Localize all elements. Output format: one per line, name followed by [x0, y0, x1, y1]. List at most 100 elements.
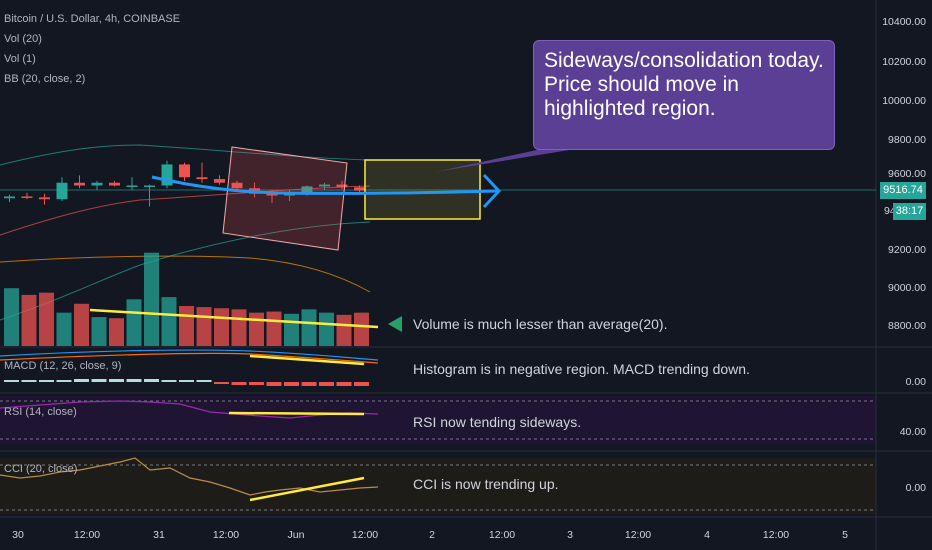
candle-body[interactable] — [91, 182, 103, 186]
cci-pane-label[interactable]: CCI (20, close) — [4, 463, 78, 475]
volume-bar[interactable] — [249, 312, 264, 346]
candle-body[interactable] — [4, 196, 15, 199]
volume-bar[interactable] — [336, 314, 352, 346]
candle-body[interactable] — [231, 182, 243, 189]
volume-bar[interactable] — [56, 312, 72, 346]
candle-body[interactable] — [319, 184, 330, 187]
volume-bar[interactable] — [21, 294, 37, 346]
volume-note-arrow-icon — [388, 316, 402, 332]
rsi-trend-line[interactable] — [228, 411, 365, 416]
projection-arrow[interactable] — [151, 175, 498, 195]
price-axis-label: 10000.00 — [882, 95, 926, 107]
indicator-legend-vol20[interactable]: Vol (20) — [4, 33, 42, 45]
volume-bar[interactable] — [319, 312, 334, 346]
macd-line — [0, 349, 379, 361]
price-axis-label: 10400.00 — [882, 16, 926, 28]
candle-body[interactable] — [39, 197, 50, 200]
macd-histogram-bar — [91, 379, 107, 382]
callout-pointer — [435, 145, 600, 172]
annotation-callout[interactable]: Sideways/consolidation today. Price shou… — [533, 40, 835, 150]
cci-line — [0, 457, 379, 496]
volume-bar[interactable] — [74, 303, 89, 346]
bb-upper-band — [0, 144, 371, 166]
rsi-pane-label[interactable]: RSI (14, close) — [4, 406, 77, 418]
candle-body[interactable] — [301, 186, 313, 193]
symbol-title[interactable]: Bitcoin / U.S. Dollar, 4h, COINBASE — [4, 13, 181, 25]
callout-line: Sideways/consolidation today. — [544, 49, 824, 72]
cci-note: CCI is now trending up. — [413, 476, 559, 492]
price-axis-label: 9800.00 — [888, 134, 926, 146]
cci-trend-line[interactable] — [249, 476, 365, 502]
volume-bar[interactable] — [266, 311, 282, 346]
macd-histogram — [4, 379, 369, 386]
projection-arrow-head — [482, 173, 502, 209]
time-axis-label: 31 — [153, 529, 165, 541]
macd-histogram-bar — [319, 382, 334, 386]
candle-body[interactable] — [196, 177, 208, 180]
time-axis-label: 12:00 — [488, 529, 516, 541]
indicator-legend-vol1[interactable]: Vol (1) — [4, 53, 36, 65]
macd-histogram-bar — [249, 382, 264, 385]
volume-bar[interactable] — [214, 308, 229, 346]
time-axis-label: 5 — [842, 529, 848, 541]
candle-body[interactable] — [336, 184, 348, 188]
price-axis-label: 9600.00 — [888, 168, 926, 180]
macd-axis-label: 0.00 — [905, 376, 926, 388]
price-axis-label: 9000.00 — [888, 282, 926, 294]
volume-bar[interactable] — [301, 309, 317, 346]
candle-body[interactable] — [161, 164, 173, 186]
candle-body[interactable] — [179, 164, 190, 178]
macd-histogram-bar — [354, 382, 369, 386]
time-axis-label: 3 — [567, 529, 573, 541]
candle-body[interactable] — [109, 182, 120, 186]
volume-bar[interactable] — [161, 297, 177, 346]
highlight-region-tilted[interactable] — [222, 146, 348, 251]
volume-bar[interactable] — [284, 313, 299, 346]
volume-bar[interactable] — [231, 309, 247, 346]
indicator-legend-bb[interactable]: BB (20, close, 2) — [4, 73, 86, 85]
macd-histogram-bar — [74, 379, 89, 382]
macd-histogram-bar — [21, 380, 37, 382]
candle-body[interactable] — [144, 185, 155, 187]
volume-bar[interactable] — [144, 252, 159, 346]
price-axis-label: 10200.00 — [882, 56, 926, 68]
macd-histogram-bar — [266, 382, 282, 386]
time-axis-label: 30 — [12, 529, 24, 541]
volume-bar[interactable] — [179, 306, 194, 346]
candle-body[interactable] — [74, 182, 85, 186]
macd-signal-line — [0, 352, 379, 364]
volume-bar[interactable] — [126, 299, 142, 346]
macd-histogram-bar — [179, 380, 194, 382]
volume-bar[interactable] — [91, 317, 107, 346]
volume-bar[interactable] — [109, 318, 124, 346]
macd-histogram-bar — [196, 380, 212, 382]
callout-line: Price should move in — [544, 73, 739, 96]
highlight-region-box[interactable] — [364, 159, 481, 220]
time-axis-label: Jun — [287, 529, 305, 541]
candle-body[interactable] — [354, 187, 365, 191]
rsi-line — [0, 400, 379, 419]
candle-body[interactable] — [214, 179, 225, 183]
macd-trend-line[interactable] — [249, 354, 365, 366]
macd-histogram-bar — [56, 380, 72, 382]
volume-bar[interactable] — [354, 312, 369, 346]
candle-body[interactable] — [266, 193, 278, 196]
time-axis-label: 2 — [429, 529, 435, 541]
macd-pane-label[interactable]: MACD (12, 26, close, 9) — [4, 360, 122, 372]
volume-bar[interactable] — [196, 307, 212, 346]
countdown-badge: 38:17 — [893, 203, 926, 220]
macd-histogram-bar — [231, 382, 247, 385]
price-axis-label: 8800.00 — [888, 320, 926, 332]
volume-bar[interactable] — [4, 288, 19, 346]
candle-body[interactable] — [56, 182, 68, 200]
macd-note: Histogram is in negative region. MACD tr… — [413, 361, 750, 377]
candle-body[interactable] — [21, 196, 33, 198]
volume-bar[interactable] — [39, 292, 54, 346]
time-axis-label: 12:00 — [351, 529, 379, 541]
price-axis-label: 9200.00 — [888, 244, 926, 256]
volume-trend-line[interactable] — [89, 308, 379, 329]
candle-body[interactable] — [126, 185, 138, 187]
callout-line: highlighted region. — [544, 97, 716, 120]
